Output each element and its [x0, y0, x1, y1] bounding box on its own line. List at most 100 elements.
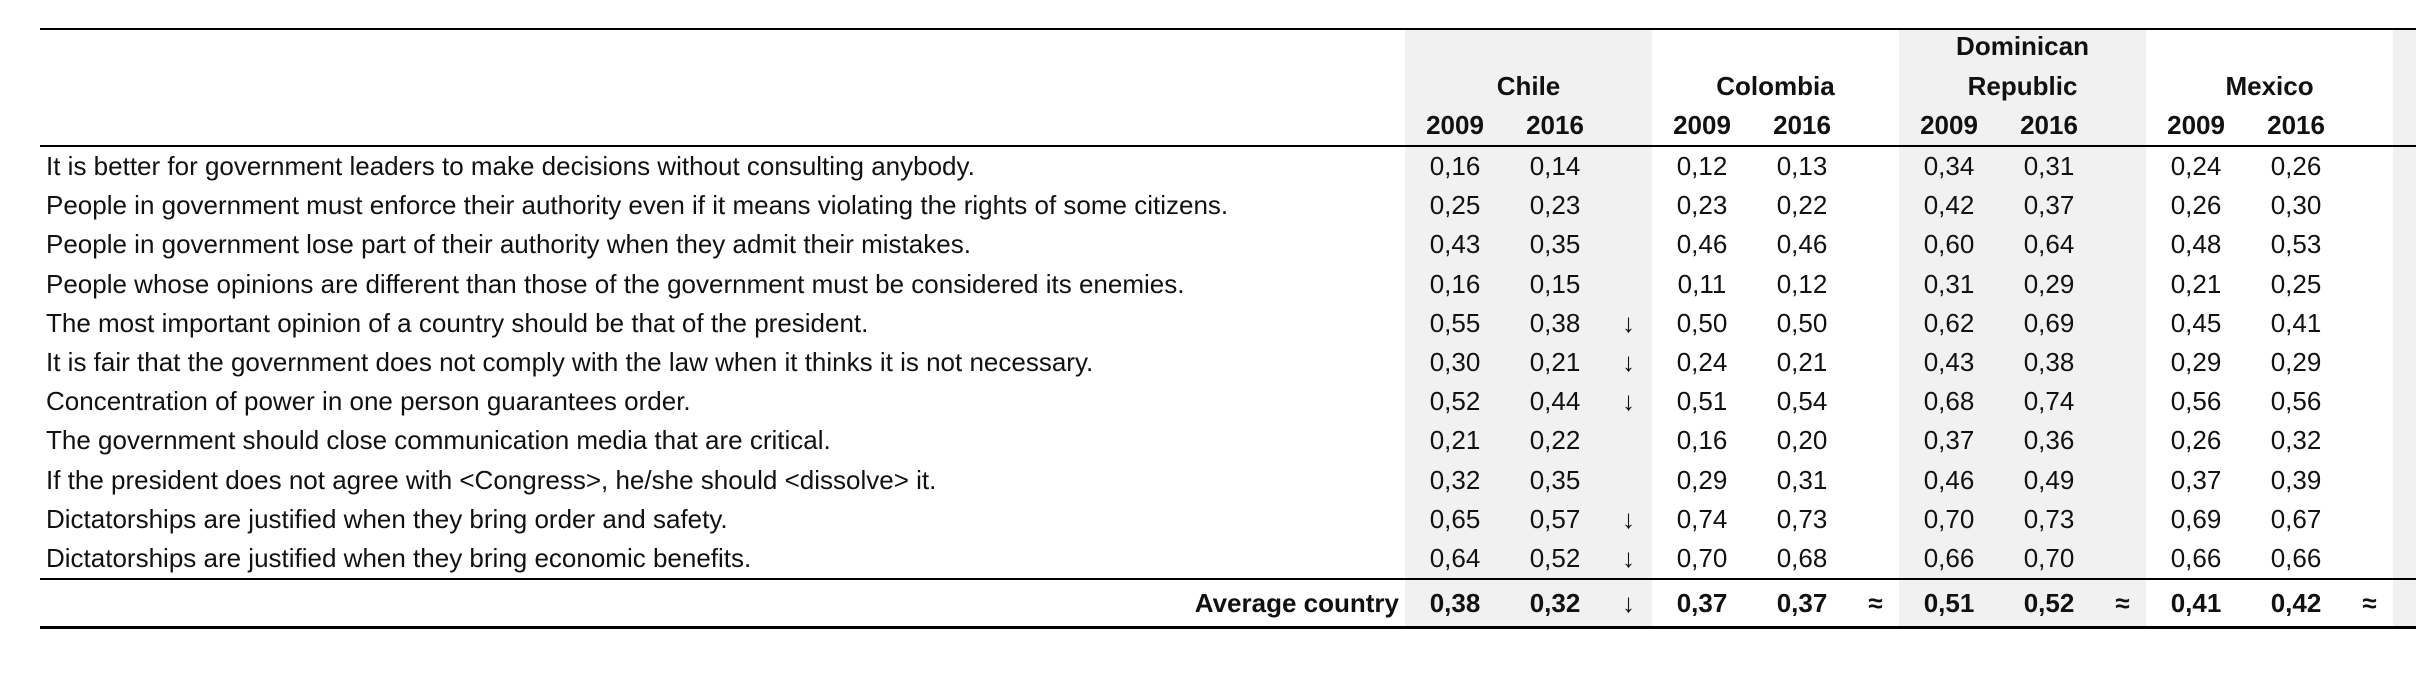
value-chile-trend-icon [1605, 421, 1652, 461]
average-mexico-2016: 0,42 [2246, 578, 2347, 630]
statement-label: Dictatorships are justified when they br… [46, 503, 728, 534]
statement-label: It is better for government leaders to m… [46, 151, 975, 182]
value-dominican-trend-icon [2099, 186, 2147, 226]
value-mexico-trend-icon [2346, 304, 2393, 343]
average-label: Average country [40, 578, 1405, 630]
value-mexico-trend-icon [2346, 186, 2393, 225]
value-chile-2009: 0,52 [1405, 382, 1505, 422]
value-mexico-2009: 0,29 [2170, 347, 2222, 378]
value-mexico-2009: 0,69 [2170, 503, 2222, 534]
value-colombia-2016: 0,68 [1776, 542, 1828, 573]
value-mexico-2009: 0,37 [2170, 464, 2222, 495]
average-mexico-trend-icon: ≈ [2346, 578, 2394, 630]
value-colombia-2009: 0,70 [1676, 542, 1728, 573]
average-chile-2016: 0,32 [1505, 578, 1605, 630]
country-header-dominican-line2: Republic [1899, 62, 2147, 106]
year-header-mexico-2016: 2016 [2246, 106, 2347, 147]
filler-column [2393, 62, 2416, 106]
value-dominican-trend-icon [2099, 146, 2147, 187]
value-colombia-2009: 0,29 [1676, 464, 1728, 495]
value-colombia-trend-icon [1852, 500, 1899, 539]
value-chile-2009: 0,16 [1405, 146, 1505, 187]
filler-column [2393, 342, 2416, 383]
value-colombia-2016: 0,50 [1776, 307, 1828, 338]
value-chile-trend-icon [1605, 186, 1652, 226]
value-colombia-2009: 0,23 [1676, 190, 1728, 221]
value-colombia-2016: 0,46 [1776, 229, 1828, 260]
value-mexico-2016: 0,53 [2270, 229, 2322, 260]
year-header-chile-2009: 2009 [1405, 106, 1505, 147]
value-mexico-2016: 0,41 [2270, 307, 2322, 338]
chile-header-spacer [1405, 28, 1652, 62]
value-chile-2009: 0,65 [1405, 499, 1505, 539]
value-colombia-2016: 0,54 [1776, 386, 1828, 417]
value-dominican-2016: 0,36 [1999, 421, 2099, 461]
value-mexico-2009: 0,48 [2170, 229, 2222, 260]
value-mexico-2016: 0,32 [2270, 425, 2322, 456]
year-header-dominican-2016: 2016 [1999, 106, 2099, 147]
table-row: It is better for government leaders to m… [40, 146, 2416, 187]
value-mexico-trend-icon [2346, 343, 2393, 382]
average-dominican-2016: 0,52 [1999, 578, 2099, 630]
value-colombia-trend-icon [1852, 539, 1899, 579]
value-colombia-2009: 0,51 [1676, 386, 1728, 417]
value-dominican-trend-icon [2099, 460, 2147, 500]
value-colombia-2016: 0,13 [1776, 151, 1828, 182]
table-row: Dictatorships are justified when they br… [40, 538, 2416, 580]
indicator-header-dominican [2099, 106, 2147, 147]
value-dominican-trend-icon [2099, 225, 2147, 265]
value-mexico-trend-icon [2346, 146, 2393, 186]
value-mexico-2009: 0,45 [2170, 307, 2222, 338]
value-mexico-trend-icon [2346, 225, 2393, 264]
value-chile-2016: 0,57 [1505, 499, 1605, 539]
value-chile-2009: 0,43 [1405, 225, 1505, 265]
value-mexico-trend-icon [2346, 382, 2393, 421]
value-colombia-2016: 0,73 [1776, 503, 1828, 534]
value-chile-trend-icon: ↓ [1605, 499, 1652, 539]
survey-table: Dominican Chile Colombia Republic Mexico… [40, 28, 2416, 630]
table-row: The government should close communicatio… [40, 421, 2416, 461]
value-chile-2016: 0,38 [1505, 303, 1605, 343]
average-mexico-2009: 0,41 [2146, 578, 2247, 630]
value-colombia-2009: 0,11 [1677, 268, 1727, 299]
value-mexico-2009: 0,26 [2170, 190, 2222, 221]
table-row: The most important opinion of a country … [40, 303, 2416, 343]
table-row: Concentration of power in one person gua… [40, 382, 2416, 422]
filler-column [2393, 225, 2416, 265]
value-chile-trend-icon [1605, 225, 1652, 265]
value-colombia-trend-icon [1852, 146, 1899, 186]
statement-label: The most important opinion of a country … [46, 307, 869, 338]
value-mexico-2009: 0,24 [2170, 151, 2222, 182]
value-colombia-trend-icon [1852, 265, 1899, 304]
value-chile-2016: 0,35 [1505, 460, 1605, 500]
table-row: People in government lose part of their … [40, 225, 2416, 265]
header-row-years: 2009 2016 2009 2016 2009 2016 2009 2016 [40, 106, 2416, 147]
value-dominican-2009: 0,66 [1899, 538, 1999, 580]
value-colombia-2016: 0,12 [1776, 268, 1828, 299]
value-colombia-trend-icon [1852, 186, 1899, 225]
header-empty-cell [40, 28, 1405, 62]
value-dominican-trend-icon [2099, 499, 2147, 539]
mexico-header-spacer [2146, 28, 2394, 62]
average-colombia-2016: 0,37 [1752, 578, 1852, 630]
average-dominican-2009: 0,51 [1899, 578, 1999, 630]
value-colombia-2016: 0,22 [1776, 190, 1828, 221]
value-mexico-2009: 0,21 [2170, 268, 2222, 299]
value-dominican-2009: 0,70 [1899, 499, 1999, 539]
filler-column [2393, 460, 2416, 500]
filler-column [2393, 499, 2416, 539]
value-dominican-2016: 0,70 [1999, 538, 2099, 580]
filler-column [2393, 146, 2416, 187]
value-dominican-trend-icon [2099, 538, 2147, 580]
filler-column [2393, 106, 2416, 147]
filler-column [2393, 28, 2416, 62]
value-chile-2016: 0,23 [1505, 186, 1605, 226]
statement-label: If the president does not agree with <Co… [46, 464, 937, 495]
indicator-header-colombia [1852, 106, 1899, 147]
value-mexico-2016: 0,66 [2270, 542, 2322, 573]
statement-label: The government should close communicatio… [46, 425, 831, 456]
filler-column [2393, 382, 2416, 422]
table-row: If the president does not agree with <Co… [40, 460, 2416, 500]
country-header-colombia: Colombia [1716, 71, 1835, 101]
value-colombia-2009: 0,24 [1676, 347, 1728, 378]
